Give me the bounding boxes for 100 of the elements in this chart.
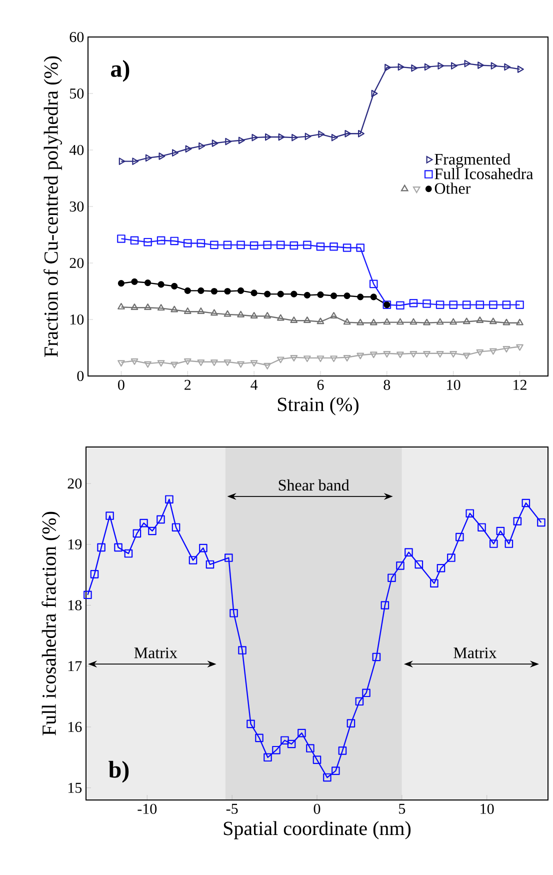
point (502, 300, 511, 309)
point (489, 300, 498, 309)
point (312, 756, 322, 764)
point (338, 746, 347, 755)
point (516, 300, 524, 309)
point (423, 351, 430, 358)
point (238, 136, 245, 144)
point (476, 300, 484, 309)
legend-label: Fragmented (434, 153, 510, 168)
x-tick-label: -10 (138, 804, 157, 814)
point (148, 526, 156, 536)
y-tick-label: 17 (68, 661, 82, 672)
point (230, 609, 238, 618)
point (362, 688, 370, 698)
x-tick-label: 2 (184, 380, 191, 390)
point (516, 318, 524, 326)
point (156, 236, 166, 245)
point (450, 351, 458, 358)
point (224, 554, 233, 562)
point (513, 517, 522, 526)
point (466, 509, 474, 518)
y-tick-label: 60 (70, 32, 84, 42)
point (436, 564, 446, 572)
point (140, 518, 148, 528)
legend-label: Full Icosahedra (434, 168, 534, 180)
point (476, 316, 484, 323)
point (464, 60, 471, 68)
point (447, 554, 456, 562)
point (404, 548, 413, 556)
point (184, 358, 192, 365)
point (370, 294, 377, 300)
point (290, 290, 298, 298)
x-tick-label: 6 (317, 380, 324, 390)
point (357, 294, 364, 300)
x-axis-title: Strain (%) (278, 397, 358, 416)
point (304, 292, 310, 299)
y-tick-label: 40 (69, 144, 84, 156)
point (196, 239, 206, 248)
point (172, 523, 180, 532)
point (303, 240, 312, 250)
point (118, 158, 126, 165)
x-axis-title: Spatial coordinate (nm) (224, 821, 411, 840)
point (290, 355, 298, 362)
point (250, 312, 258, 318)
x-tick-label: 8 (384, 380, 390, 390)
point (276, 240, 285, 250)
point (356, 352, 364, 360)
point (212, 140, 218, 147)
point (197, 360, 205, 366)
point (224, 360, 232, 366)
point (157, 304, 165, 311)
point (278, 133, 285, 141)
point (436, 351, 444, 358)
point (476, 349, 484, 356)
annotation: b) (108, 760, 129, 783)
point (237, 310, 244, 318)
point (246, 720, 255, 728)
point (318, 130, 325, 138)
point (332, 766, 340, 775)
point (183, 239, 192, 248)
x-tick-label: 5 (399, 804, 406, 814)
point (330, 292, 338, 300)
x-tick-label: -5 (226, 804, 238, 814)
point (370, 352, 378, 358)
point (306, 744, 314, 752)
x-tick-label: 4 (250, 380, 258, 390)
point (496, 526, 505, 536)
x-tick-label: 12 (514, 380, 526, 390)
point (330, 312, 338, 318)
point (369, 280, 378, 288)
point (462, 352, 470, 360)
point (106, 512, 114, 520)
point (280, 736, 289, 745)
point (237, 287, 244, 294)
point (223, 240, 232, 250)
point (158, 281, 164, 288)
point (462, 300, 471, 309)
point (317, 291, 324, 298)
point (490, 62, 498, 70)
point (170, 306, 178, 312)
point (156, 515, 165, 524)
point (298, 728, 306, 738)
point (272, 746, 280, 754)
point (264, 290, 271, 298)
point (323, 773, 332, 782)
y-tick-label: 20 (70, 258, 84, 268)
point (90, 570, 99, 578)
point (276, 314, 284, 321)
y-tick-label: 20 (68, 478, 82, 489)
point (383, 318, 391, 325)
point (132, 158, 139, 165)
point (436, 300, 444, 309)
point (489, 540, 498, 548)
point (383, 351, 391, 358)
point (396, 352, 404, 358)
y-tick-label: 18 (68, 600, 82, 610)
point (456, 532, 464, 542)
point (210, 309, 218, 316)
point (250, 360, 258, 367)
point (224, 310, 232, 317)
